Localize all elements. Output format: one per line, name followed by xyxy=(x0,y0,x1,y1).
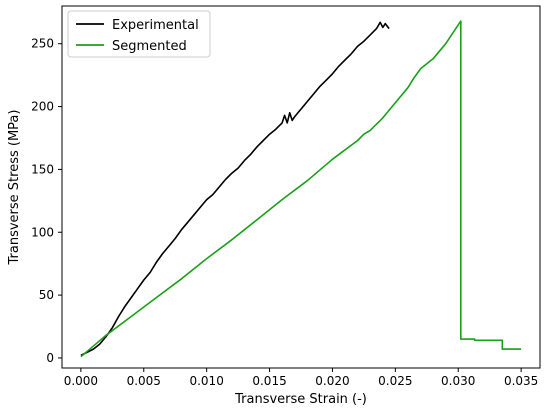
y-tick-label: 250 xyxy=(31,37,54,51)
x-tick-label: 0.020 xyxy=(315,374,349,388)
legend: Experimental Segmented xyxy=(67,10,211,58)
y-tick-label: 200 xyxy=(31,100,54,114)
y-tick-label: 0 xyxy=(46,351,54,365)
y-axis-label: Transverse Stress (MPa) xyxy=(7,110,22,266)
y-tick-label: 100 xyxy=(31,225,54,239)
plot-lines xyxy=(80,20,522,358)
series-line-segmented xyxy=(80,20,522,358)
y-axis-ticks: 0 50 100 150 200 250 xyxy=(31,37,62,365)
x-axis-label: Transverse Strain (-) xyxy=(234,392,367,407)
x-tick-label: 0.000 xyxy=(64,374,98,388)
plot-frame xyxy=(61,5,541,369)
x-tick-label: 0.005 xyxy=(127,374,161,388)
y-tick-label: 50 xyxy=(39,288,54,302)
legend-label: Experimental xyxy=(112,18,199,33)
series-line-experimental xyxy=(80,21,390,357)
x-tick-label: 0.010 xyxy=(189,374,223,388)
y-tick-label: 150 xyxy=(31,162,54,176)
x-axis-ticks: 0.000 0.005 0.010 0.015 0.020 0.025 0.030 0.035 xyxy=(64,368,538,388)
legend-label: Segmented xyxy=(112,39,187,54)
x-tick-label: 0.030 xyxy=(441,374,475,388)
x-tick-label: 0.025 xyxy=(378,374,412,388)
x-tick-label: 0.035 xyxy=(504,374,538,388)
x-tick-label: 0.015 xyxy=(252,374,286,388)
